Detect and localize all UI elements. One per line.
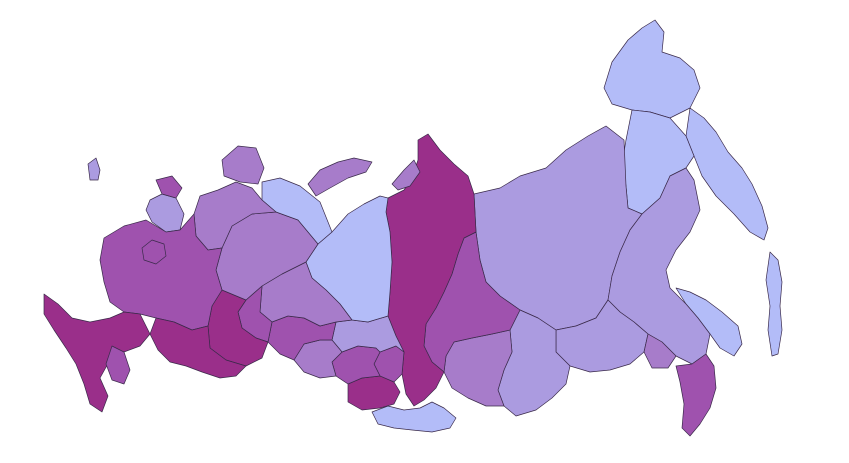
- region-murmansk: [221, 145, 265, 185]
- region-chukotka: [603, 19, 701, 119]
- region-khanty-mansi: [259, 261, 353, 327]
- region-sakhalin-island: [765, 251, 783, 357]
- region-moscow: [141, 239, 167, 265]
- region-novaya-zemlya: [391, 159, 421, 191]
- region-central-russia: [99, 213, 223, 331]
- region-kamchatka: [685, 107, 769, 241]
- region-novaya-zemlya-west: [307, 157, 373, 197]
- region-kalmykia: [105, 345, 131, 385]
- region-altai: [371, 401, 457, 433]
- region-vologda: [155, 175, 183, 199]
- region-kaliningrad: [87, 157, 101, 181]
- region-jewish-ao: [643, 333, 677, 369]
- region-volga: [149, 317, 247, 379]
- region-primorsky: [675, 353, 717, 437]
